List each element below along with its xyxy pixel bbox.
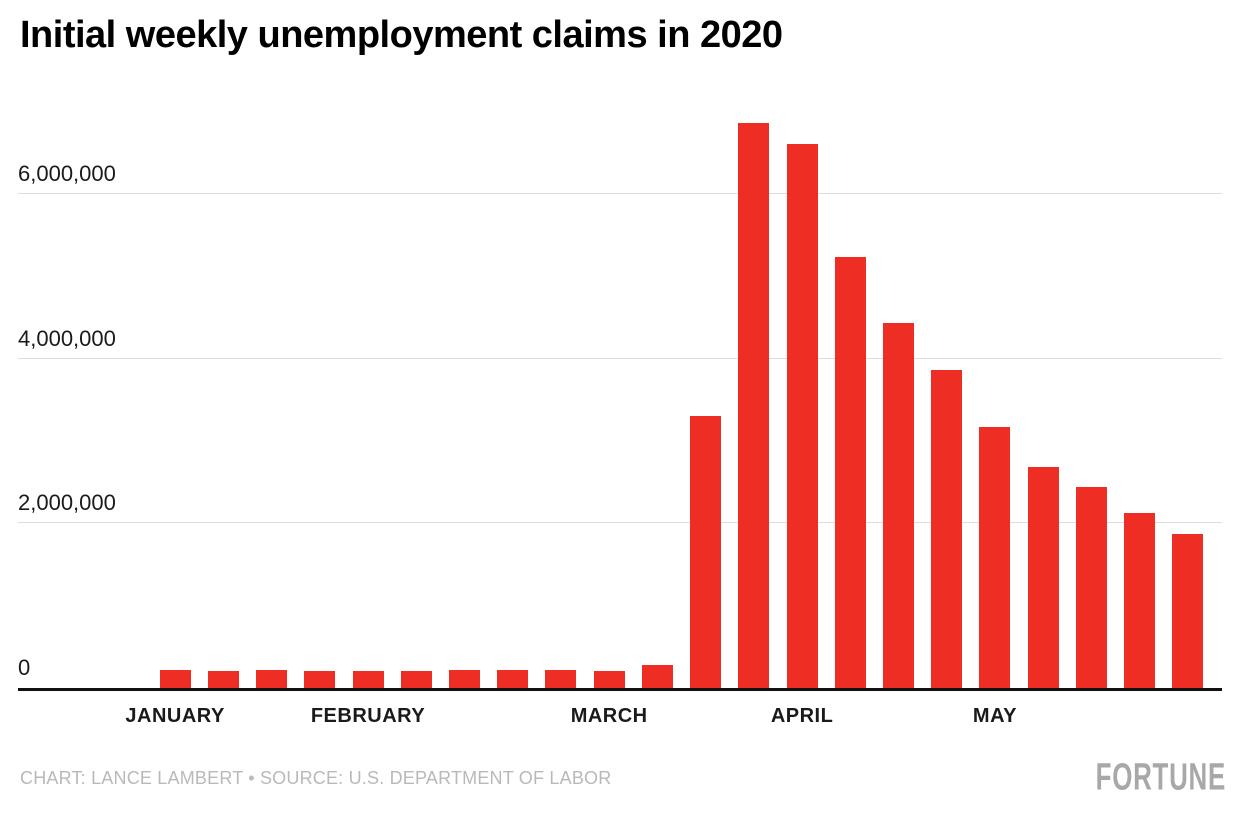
bar-feb-w1	[352, 671, 384, 688]
bar-may-w3	[1075, 486, 1107, 688]
bar-feb-w4	[497, 669, 529, 688]
x-axis-label-january: JANUARY	[125, 705, 225, 727]
bar-may-w2	[1027, 466, 1059, 688]
bar-jan-w3	[256, 669, 288, 688]
chart-title: Initial weekly unemployment claims in 20…	[20, 14, 783, 56]
fortune-logo: FORTUNE	[1095, 754, 1226, 798]
x-axis-label-april: APRIL	[770, 705, 834, 727]
x-axis-label-may: MAY	[972, 705, 1018, 727]
credit-line: CHART: LANCE LAMBERT • SOURCE: U.S. DEPA…	[20, 768, 612, 788]
plot-area: 0 2,000,000 4,000,000 6,000,000 JANUARY FEBRU…	[18, 112, 1222, 727]
y-axis-label: 0	[18, 655, 31, 680]
bar-apr-w3	[883, 322, 915, 688]
bar-apr-w1	[786, 143, 818, 688]
x-axis-label-february: FEBRUARY	[310, 705, 426, 727]
bar-feb-w2	[400, 671, 432, 688]
bar-may-w4	[1124, 513, 1156, 688]
bar-jan-w1	[159, 670, 191, 688]
gridline-4000000	[18, 357, 1222, 359]
bar-mar-w3	[690, 415, 722, 688]
bar-may-w5	[1172, 533, 1204, 688]
bar-mar-w4	[738, 122, 770, 688]
gridline-2000000	[18, 522, 1222, 524]
bar-mar-w1	[593, 670, 625, 688]
y-axis-label: 4,000,000	[18, 325, 116, 351]
bar-jan-w4	[304, 670, 336, 688]
bar-feb-w5	[545, 670, 577, 688]
x-axis-label-march: MARCH	[570, 705, 648, 727]
gridline-6000000	[18, 193, 1222, 195]
bar-feb-w3	[448, 670, 480, 688]
bar-apr-w4	[931, 369, 963, 688]
y-axis-label: 2,000,000	[18, 490, 116, 516]
bar-may-w1	[979, 426, 1011, 688]
bar-apr-w2	[834, 257, 866, 688]
y-axis-label: 6,000,000	[18, 161, 116, 187]
bar-mar-w2	[641, 664, 673, 688]
bar-jan-w2	[207, 670, 239, 688]
